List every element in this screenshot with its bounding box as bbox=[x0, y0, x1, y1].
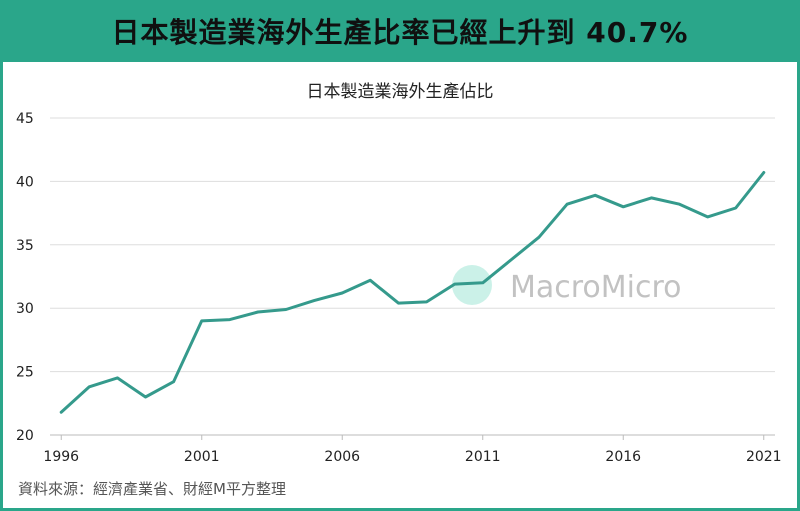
data-point bbox=[678, 203, 681, 206]
data-point bbox=[565, 203, 569, 206]
data-point bbox=[341, 291, 344, 295]
data-point bbox=[256, 310, 260, 314]
data-point bbox=[284, 308, 288, 311]
watermark: MacroMicro bbox=[452, 265, 682, 305]
data-point bbox=[369, 279, 372, 282]
data-point bbox=[762, 171, 765, 174]
data-point bbox=[537, 235, 541, 239]
data-point bbox=[397, 301, 400, 305]
frame-border-left bbox=[0, 62, 3, 511]
watermark-text: MacroMicro bbox=[510, 270, 682, 305]
x-tick-label: 1996 bbox=[43, 449, 79, 465]
grid-lines bbox=[50, 117, 775, 436]
chart-title: 日本製造業海外生產佔比 bbox=[307, 82, 494, 102]
data-point bbox=[622, 205, 625, 208]
x-tick-label: 2021 bbox=[746, 449, 782, 465]
x-tick-label: 2016 bbox=[605, 449, 641, 465]
data-point bbox=[116, 376, 119, 380]
data-point bbox=[706, 215, 709, 219]
data-point bbox=[144, 395, 147, 399]
data-point bbox=[453, 282, 456, 286]
y-tick-label: 40 bbox=[16, 174, 34, 190]
data-point bbox=[60, 410, 63, 414]
data-point bbox=[228, 318, 232, 321]
header-title: 日本製造業海外生產比率已經上升到 40.7% bbox=[111, 16, 689, 49]
data-point bbox=[481, 281, 484, 285]
series-line bbox=[59, 171, 766, 414]
header-banner: 日本製造業海外生產比率已經上升到 40.7% bbox=[0, 0, 800, 62]
y-tick-label: 20 bbox=[16, 428, 34, 444]
y-tick-label: 45 bbox=[16, 111, 34, 127]
y-tick-label: 25 bbox=[16, 365, 34, 381]
frame-border-right bbox=[797, 62, 800, 511]
data-point bbox=[172, 380, 175, 383]
data-point bbox=[200, 319, 203, 323]
x-tick-label: 2006 bbox=[324, 449, 360, 465]
data-point bbox=[593, 194, 597, 197]
y-axis-ticks: 20 25 30 35 40 45 bbox=[16, 111, 34, 444]
data-point bbox=[509, 258, 513, 262]
series-layer bbox=[59, 171, 766, 414]
x-tick-label: 2011 bbox=[465, 449, 501, 465]
watermark-logo-icon bbox=[452, 265, 492, 305]
data-point bbox=[88, 385, 91, 389]
data-point bbox=[734, 206, 737, 210]
data-point bbox=[425, 300, 428, 304]
x-axis-ticks: 1996 2001 2006 2011 2016 2021 bbox=[43, 435, 782, 465]
y-tick-label: 30 bbox=[16, 301, 34, 317]
source-note: 資料來源：經濟產業省、財經M平方整理 bbox=[18, 480, 286, 498]
data-point bbox=[312, 299, 316, 302]
frame-border-bottom bbox=[0, 508, 800, 511]
y-tick-label: 35 bbox=[16, 238, 34, 254]
x-tick-label: 2001 bbox=[184, 449, 220, 465]
data-point bbox=[650, 196, 653, 200]
